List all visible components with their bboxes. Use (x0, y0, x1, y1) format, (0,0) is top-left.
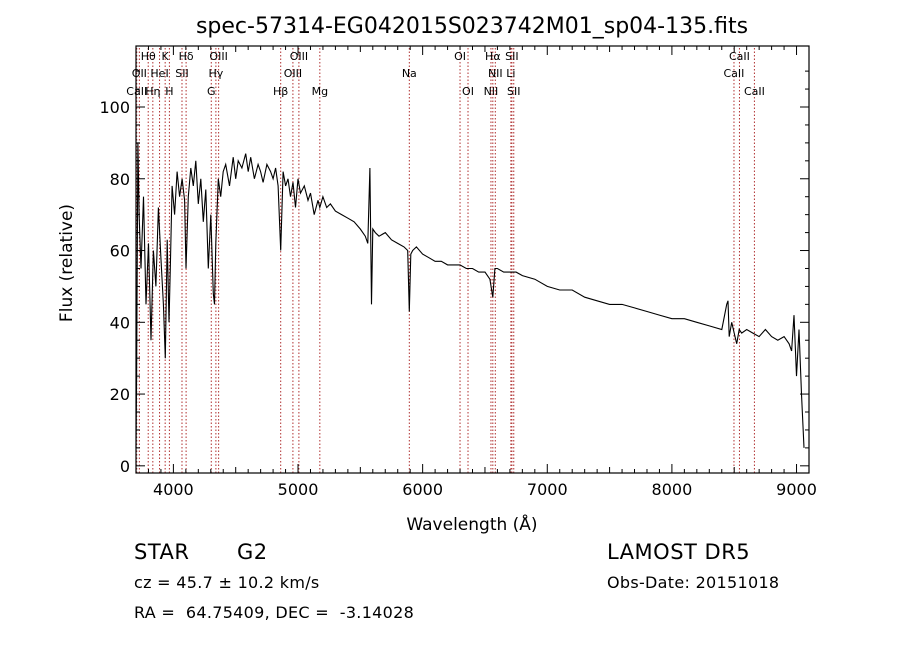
line-label-20: Hα (485, 50, 501, 63)
y-tick-label-5: 100 (99, 98, 130, 117)
line-label-2: Hθ (141, 50, 156, 63)
y-tick-label-0: 0 (120, 457, 130, 476)
line-label-26: CaII (729, 50, 750, 63)
line-label-22: Li (506, 67, 515, 80)
chart-title: spec-57314-EG042015S023742M01_sp04-135.f… (196, 14, 748, 39)
line-label-4: HeI (150, 67, 168, 80)
redshift-cz: cz = 45.7 ± 10.2 km/s (134, 573, 320, 592)
line-label-9: G (207, 85, 216, 98)
line-label-11: OIII (209, 50, 227, 63)
y-tick-label-4: 80 (110, 170, 130, 189)
x-tick-label-3: 7000 (527, 480, 568, 499)
line-label-25: CaII (724, 67, 745, 80)
line-label-5: K (162, 50, 170, 63)
spectrum-line (135, 142, 805, 448)
line-label-15: Mg (312, 85, 328, 98)
line-label-14: OIII (290, 50, 308, 63)
x-tick-label-4: 8000 (652, 480, 693, 499)
line-label-16: Na (402, 67, 417, 80)
line-label-6: H (165, 85, 173, 98)
x-axis: 4000 5000 6000 7000 8000 9000 (147, 46, 817, 499)
class-label: STAR (134, 540, 190, 564)
y-tick-label-2: 40 (110, 313, 130, 332)
obs-date: Obs-Date: 20151018 (607, 573, 780, 592)
line-label-13: OIII (284, 67, 302, 80)
line-label-10: Hγ (208, 67, 223, 80)
x-tick-label-2: 6000 (402, 480, 443, 499)
spectral-line-labels: CaIIOIIHθHηHeIKHSIIHδGHγOIIIHβOIIIOIIIMg… (126, 50, 765, 98)
x-axis-label: Wavelength (Å) (406, 513, 537, 535)
line-label-23: SII (505, 50, 518, 63)
subclass-label: G2 (237, 540, 268, 564)
line-label-27: CaII (744, 85, 765, 98)
y-tick-label-3: 60 (110, 242, 130, 261)
line-label-0: CaII (126, 85, 147, 98)
line-label-12: Hβ (273, 85, 288, 98)
line-label-1: OII (132, 67, 147, 80)
line-label-7: SII (175, 67, 188, 80)
line-label-21: NII (488, 67, 503, 80)
line-label-3: Hη (145, 85, 160, 98)
spectral-line-markers (136, 48, 755, 473)
x-tick-label-1: 5000 (278, 480, 319, 499)
y-axis-label: Flux (relative) (57, 204, 77, 322)
line-label-24: SII (507, 85, 520, 98)
coordinates: RA = 64.75409, DEC = -3.14028 (134, 603, 415, 622)
x-tick-label-0: 4000 (153, 480, 194, 499)
x-tick-label-5: 9000 (776, 480, 817, 499)
line-label-17: OI (454, 50, 466, 63)
plot-frame (135, 45, 810, 474)
spectrum-series (135, 142, 805, 448)
line-label-19: NII (484, 85, 499, 98)
line-label-18: OI (462, 85, 474, 98)
line-label-8: Hδ (179, 50, 194, 63)
y-axis: 0 20 40 60 80 100 (99, 70, 809, 476)
survey-label: LAMOST DR5 (607, 540, 751, 564)
y-tick-label-1: 20 (110, 385, 130, 404)
